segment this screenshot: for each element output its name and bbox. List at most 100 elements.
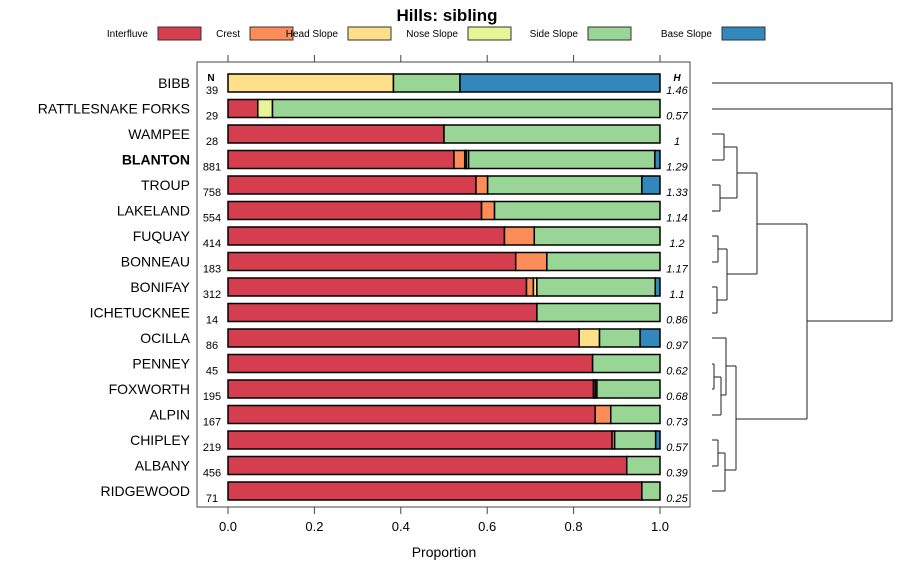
bar-segment-interfluve bbox=[227, 175, 477, 195]
bar-segment-side-slope bbox=[613, 430, 657, 450]
bar-segment-side-slope bbox=[546, 251, 661, 272]
bar-segment-head-slope bbox=[227, 73, 395, 93]
n-value: 167 bbox=[203, 417, 221, 429]
bar-segment-base-slope bbox=[654, 430, 661, 450]
legend-label: Interfluve bbox=[107, 29, 149, 40]
h-header: H bbox=[673, 73, 681, 84]
bar-segment-crest bbox=[503, 226, 536, 246]
row-label: FOXWORTH bbox=[109, 381, 190, 397]
bar-segment-interfluve bbox=[227, 124, 445, 144]
bar-segment-side-slope bbox=[493, 200, 661, 221]
bar-segment-side-slope bbox=[598, 328, 641, 348]
x-tick-label: 0.2 bbox=[305, 519, 323, 534]
h-value: 0.57 bbox=[666, 111, 688, 123]
h-value: 0.73 bbox=[666, 417, 688, 429]
bar-segment-side-slope bbox=[467, 149, 656, 170]
bar-row: FOXWORTH 195 0.68 bbox=[109, 379, 689, 403]
n-value: 39 bbox=[206, 85, 218, 97]
row-label: OCILLA bbox=[140, 330, 190, 346]
bar-row: ALPIN 167 0.73 bbox=[150, 404, 689, 429]
h-value: 1.14 bbox=[666, 213, 687, 225]
bar-segment-side-slope bbox=[486, 175, 643, 195]
bar-segment-side-slope bbox=[641, 481, 661, 501]
h-value: 0.97 bbox=[666, 340, 688, 352]
bar-segment-crest bbox=[594, 404, 612, 425]
bar-segment-base-slope bbox=[639, 328, 661, 348]
bar-row: BIBB 39 1.46 bbox=[158, 73, 689, 97]
n-value: 183 bbox=[203, 264, 221, 276]
bar-segment-interfluve bbox=[227, 328, 580, 348]
bar-segment-interfluve bbox=[227, 455, 628, 476]
h-value: 0.68 bbox=[666, 391, 688, 403]
row-label: CHIPLEY bbox=[130, 432, 191, 448]
row-label: RIDGEWOOD bbox=[101, 483, 190, 499]
n-value: 554 bbox=[203, 213, 221, 225]
bar-segment-interfluve bbox=[227, 379, 595, 399]
n-value: 414 bbox=[203, 238, 221, 250]
row-label: FUQUAY bbox=[133, 228, 191, 244]
legend-label: Nose Slope bbox=[406, 29, 458, 40]
x-axis: 0.0 0.2 0.4 0.6 0.8 1.0 bbox=[219, 55, 669, 534]
bar-row: ALBANY 456 0.39 bbox=[135, 455, 688, 480]
legend-swatch bbox=[347, 26, 392, 41]
n-value: 71 bbox=[206, 493, 218, 505]
bar-segment-nose-slope bbox=[257, 98, 274, 119]
row-label: PENNEY bbox=[132, 356, 190, 372]
bar-segment-interfluve bbox=[227, 251, 517, 272]
h-value: 1.1 bbox=[669, 289, 684, 301]
bar-segment-base-slope bbox=[654, 149, 661, 170]
h-value: 1.17 bbox=[666, 264, 688, 276]
bar-segment-interfluve bbox=[227, 277, 528, 297]
h-value: 1.33 bbox=[666, 187, 688, 199]
bar-row: OCILLA 86 0.97 bbox=[140, 328, 689, 352]
bar-segment-interfluve bbox=[227, 353, 594, 374]
legend-swatch bbox=[467, 26, 512, 41]
n-value: 456 bbox=[203, 468, 221, 480]
bar-segment-crest bbox=[480, 200, 496, 221]
bar-row: RIDGEWOOD 71 0.25 bbox=[101, 481, 689, 505]
h-value: 1.29 bbox=[666, 162, 687, 174]
n-value: 28 bbox=[206, 136, 218, 148]
bar-row: PENNEY 45 0.62 bbox=[132, 353, 688, 378]
row-label: ICHETUCKNEE bbox=[90, 305, 190, 321]
legend-label: Base Slope bbox=[661, 29, 713, 40]
row-label: LAKELAND bbox=[117, 203, 190, 219]
legend-swatch bbox=[157, 26, 202, 41]
bar-segment-side-slope bbox=[443, 124, 661, 144]
bar-segment-base-slope bbox=[641, 175, 661, 195]
bar-segment-crest bbox=[525, 277, 535, 297]
bar-row: WAMPEE 28 1 bbox=[128, 124, 680, 148]
bar-row: TROUP 758 1.33 bbox=[141, 175, 689, 199]
bar-segment-base-slope bbox=[654, 277, 661, 297]
row-label: BIBB bbox=[158, 75, 190, 91]
x-tick-label: 0.0 bbox=[219, 519, 237, 534]
n-value: 758 bbox=[203, 187, 221, 199]
bar-segment-interfluve bbox=[227, 200, 483, 221]
x-tick-label: 0.6 bbox=[478, 519, 496, 534]
h-value: 1.46 bbox=[666, 85, 688, 97]
bar-segment-interfluve bbox=[227, 481, 643, 501]
h-value: 0.25 bbox=[666, 493, 688, 505]
dendrogram bbox=[712, 82, 893, 492]
legend-swatch bbox=[721, 26, 766, 41]
row-label: WAMPEE bbox=[128, 126, 190, 142]
x-tick-label: 0.8 bbox=[565, 519, 583, 534]
bar-segment-side-slope bbox=[610, 404, 661, 425]
n-value: 29 bbox=[206, 111, 218, 123]
bar-segment-side-slope bbox=[625, 455, 661, 476]
bar-segment-interfluve bbox=[227, 302, 538, 323]
row-label: BONNEAU bbox=[121, 254, 190, 270]
h-value: 0.39 bbox=[666, 468, 687, 480]
bar-segment-head-slope bbox=[578, 328, 601, 348]
plot-frame bbox=[196, 61, 691, 508]
n-header: N bbox=[207, 73, 214, 84]
n-value: 219 bbox=[203, 442, 221, 454]
bar-row: BONIFAY 312 1.1 bbox=[130, 277, 685, 301]
bar-segment-side-slope bbox=[271, 98, 661, 119]
n-value: 195 bbox=[203, 391, 221, 403]
bar-row: FUQUAY 414 1.2 bbox=[133, 226, 685, 250]
bar-row: BONNEAU 183 1.17 bbox=[121, 251, 689, 276]
bar-segment-interfluve bbox=[227, 226, 506, 246]
bar-segment-side-slope bbox=[536, 302, 661, 323]
